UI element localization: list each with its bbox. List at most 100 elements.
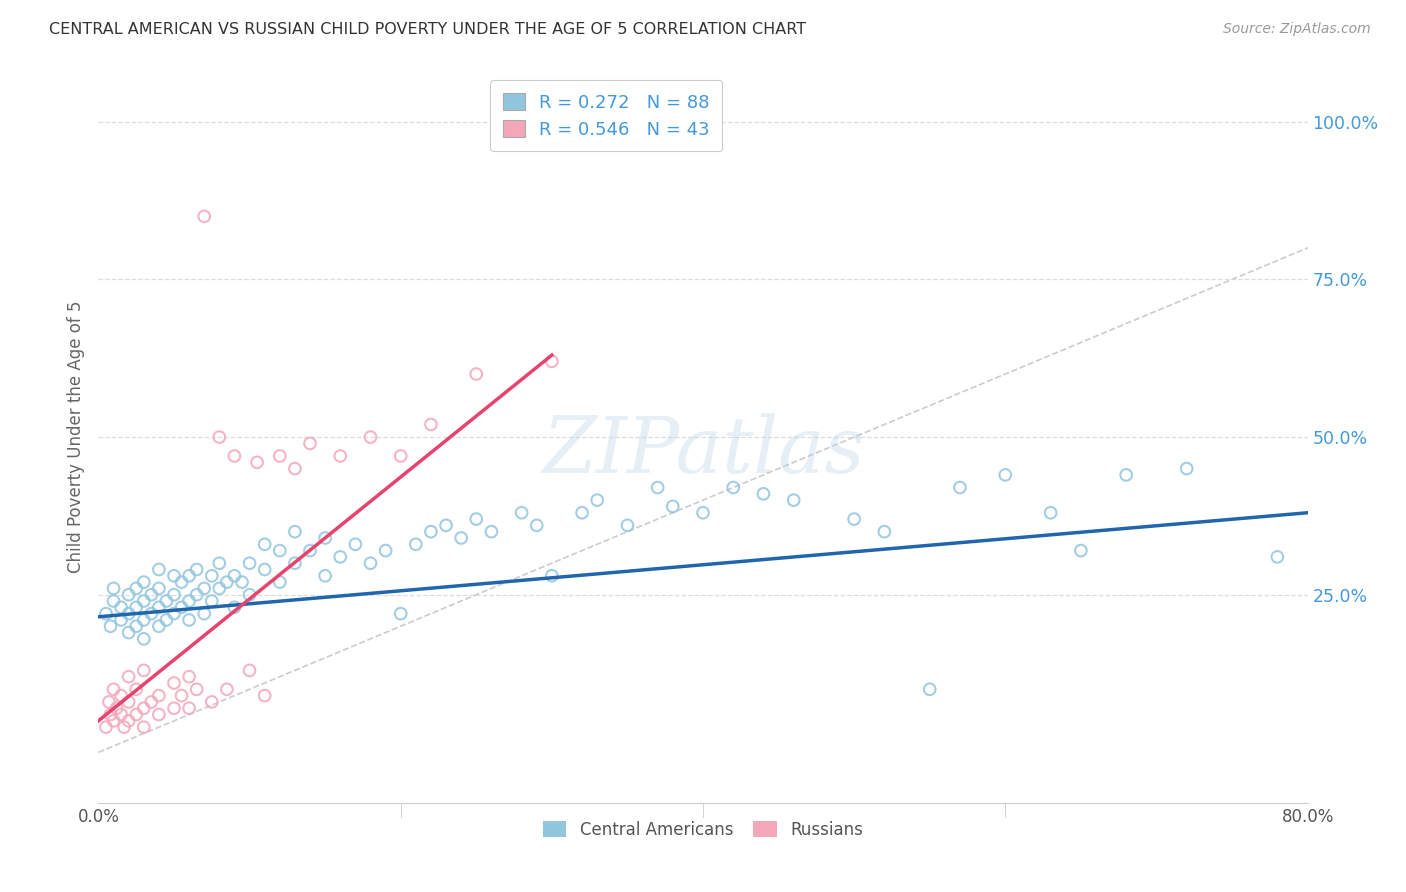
Point <box>329 449 352 463</box>
Point <box>193 582 215 596</box>
Point <box>103 714 125 728</box>
Point <box>125 582 148 596</box>
Point <box>148 562 170 576</box>
Point <box>163 701 186 715</box>
Point <box>170 600 193 615</box>
Point <box>420 417 443 432</box>
Point <box>253 537 276 551</box>
Point <box>125 707 148 722</box>
Point <box>1175 461 1198 475</box>
Point <box>193 607 215 621</box>
Point <box>661 500 683 514</box>
Point <box>105 701 128 715</box>
Point <box>873 524 896 539</box>
Point <box>299 543 322 558</box>
Point <box>148 689 170 703</box>
Point <box>208 430 231 444</box>
Point <box>163 607 186 621</box>
Point <box>179 594 201 608</box>
Point <box>510 506 533 520</box>
Point <box>141 695 163 709</box>
Point <box>647 481 669 495</box>
Point <box>692 506 714 520</box>
Point <box>110 689 132 703</box>
Point <box>616 518 638 533</box>
Point <box>118 670 141 684</box>
Point <box>179 701 201 715</box>
Point <box>186 588 208 602</box>
Point <box>994 467 1017 482</box>
Point <box>94 720 117 734</box>
Point <box>374 543 396 558</box>
Point <box>118 607 141 621</box>
Point <box>246 455 269 469</box>
Point <box>389 449 412 463</box>
Point <box>269 575 291 590</box>
Point <box>148 619 170 633</box>
Point <box>148 600 170 615</box>
Point <box>163 676 186 690</box>
Point <box>132 594 155 608</box>
Point <box>723 481 745 495</box>
Point <box>389 607 412 621</box>
Point <box>179 670 201 684</box>
Point <box>215 575 238 590</box>
Point <box>201 594 224 608</box>
Point <box>148 707 170 722</box>
Point <box>112 720 135 734</box>
Point <box>239 664 262 678</box>
Point <box>118 695 141 709</box>
Point <box>98 695 121 709</box>
Point <box>215 682 238 697</box>
Point <box>540 569 562 583</box>
Text: CENTRAL AMERICAN VS RUSSIAN CHILD POVERTY UNDER THE AGE OF 5 CORRELATION CHART: CENTRAL AMERICAN VS RUSSIAN CHILD POVERT… <box>49 22 806 37</box>
Point <box>118 625 141 640</box>
Point <box>132 701 155 715</box>
Point <box>179 569 201 583</box>
Point <box>100 707 122 722</box>
Point <box>201 695 224 709</box>
Point <box>284 556 307 570</box>
Point <box>132 632 155 646</box>
Point <box>170 575 193 590</box>
Point <box>526 518 548 533</box>
Point <box>94 607 117 621</box>
Point <box>170 689 193 703</box>
Point <box>163 588 186 602</box>
Point <box>420 524 443 539</box>
Point <box>481 524 503 539</box>
Point <box>125 682 148 697</box>
Point <box>571 506 593 520</box>
Point <box>163 569 186 583</box>
Point <box>284 524 307 539</box>
Point <box>224 600 246 615</box>
Point <box>110 600 132 615</box>
Point <box>329 549 352 564</box>
Point <box>110 613 132 627</box>
Point <box>783 493 806 508</box>
Point <box>141 607 163 621</box>
Point <box>360 430 382 444</box>
Point <box>284 461 307 475</box>
Point <box>239 588 262 602</box>
Point <box>1115 467 1137 482</box>
Point <box>299 436 322 450</box>
Point <box>465 512 488 526</box>
Point <box>586 493 609 508</box>
Point <box>344 537 367 551</box>
Point <box>193 210 215 224</box>
Legend: Central Americans, Russians: Central Americans, Russians <box>537 814 869 846</box>
Point <box>103 582 125 596</box>
Point <box>224 569 246 583</box>
Point <box>269 449 291 463</box>
Point <box>231 575 253 590</box>
Point <box>752 487 775 501</box>
Point <box>540 354 562 368</box>
Point <box>141 588 163 602</box>
Point <box>103 594 125 608</box>
Point <box>949 481 972 495</box>
Point <box>155 594 177 608</box>
Point <box>186 562 208 576</box>
Point <box>314 531 336 545</box>
Point <box>125 619 148 633</box>
